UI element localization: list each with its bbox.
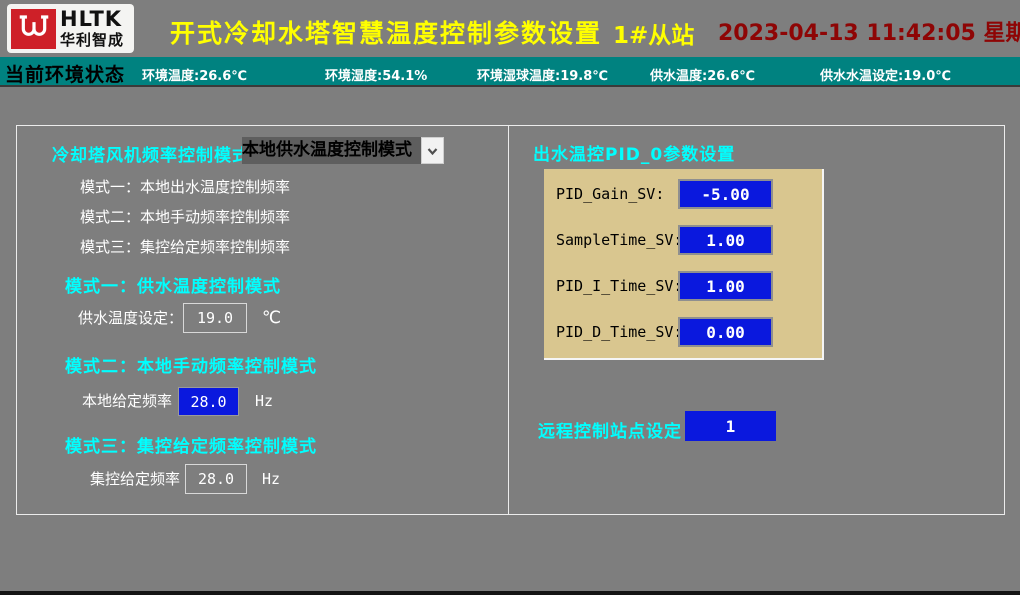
coil-logo-icon	[11, 8, 56, 49]
supply-temp-setpoint-input[interactable]: 19.0	[183, 303, 247, 333]
local-frequency-input[interactable]: 28.0	[178, 387, 239, 416]
pid-row: PID_D_Time_SV: 0.00	[544, 317, 822, 347]
page-title: 开式冷却水塔智慧温度控制参数设置	[170, 19, 603, 48]
pid-row: SampleTime_SV: 1.00	[544, 225, 822, 255]
pid-row: PID_I_Time_SV: 1.00	[544, 271, 822, 301]
settings-panel	[16, 125, 1005, 515]
pid-d-time-label: PID_D_Time_SV:	[556, 323, 683, 341]
remote-station-label: 远程控制站点设定	[538, 422, 682, 442]
mode2-section-title: 模式二：本地手动频率控制模式	[65, 357, 317, 377]
fan-mode-select-value[interactable]: 本地供水温度控制模式	[242, 137, 421, 164]
status-wet-bulb-temp: 环境湿球温度:19.8℃	[477, 69, 609, 84]
status-ambient-temp: 环境温度:26.6℃	[142, 69, 248, 84]
fan-mode-select-label: 冷却塔风机频率控制模式	[52, 146, 250, 166]
brand-logo: HLTK 华利智成	[7, 4, 134, 53]
status-bar: 当前环境状态 环境温度:26.6℃ 环境湿度:54.1% 环境湿球温度:19.8…	[0, 57, 1020, 87]
header-bar: HLTK 华利智成 开式冷却水塔智慧温度控制参数设置 1#从站 2023-04-…	[0, 0, 1020, 57]
fan-mode-select[interactable]: 本地供水温度控制模式	[242, 137, 444, 164]
station-label: 1#从站	[613, 23, 695, 49]
supply-temp-unit: ℃	[262, 308, 282, 328]
mode-description-1: 模式一：本地出水温度控制频率	[80, 178, 291, 196]
brand-text: HLTK 华利智成	[60, 9, 124, 48]
pid-d-time-input[interactable]: 0.00	[678, 317, 773, 347]
status-supply-water-setpoint: 供水水温设定:19.0℃	[820, 69, 952, 84]
local-frequency-unit: Hz	[255, 392, 274, 410]
mode-description-2: 模式二：本地手动频率控制频率	[80, 208, 291, 226]
datetime-display: 2023-04-13 11:42:05 星期四	[718, 21, 1020, 46]
pid-gain-label: PID_Gain_SV:	[556, 185, 665, 203]
pid-i-time-input[interactable]: 1.00	[678, 271, 773, 301]
sample-time-label: SampleTime_SV:	[556, 231, 683, 249]
pid-row: PID_Gain_SV: -5.00	[544, 179, 822, 209]
central-frequency-unit: Hz	[262, 470, 281, 488]
remote-station-input[interactable]: 1	[685, 411, 776, 441]
brand-name-en: HLTK	[60, 7, 123, 31]
brand-name-cn: 华利智成	[60, 31, 125, 49]
chevron-down-icon	[426, 141, 439, 160]
mode3-section-title: 模式三：集控给定频率控制模式	[65, 437, 317, 457]
local-frequency-label: 本地给定频率	[82, 392, 173, 410]
mode-description-3: 模式三：集控给定频率控制频率	[80, 238, 291, 256]
central-frequency-input[interactable]: 28.0	[185, 464, 247, 494]
pid-i-time-label: PID_I_Time_SV:	[556, 277, 683, 295]
pid-gain-input[interactable]: -5.00	[678, 179, 773, 209]
status-supply-water-temp: 供水温度:26.6℃	[650, 69, 756, 84]
central-frequency-label: 集控给定频率	[90, 470, 181, 488]
supply-temp-setpoint-label: 供水温度设定：	[78, 309, 184, 327]
status-ambient-humidity: 环境湿度:54.1%	[325, 69, 428, 84]
panel-divider	[508, 125, 509, 515]
mode1-section-title: 模式一：供水温度控制模式	[65, 277, 281, 297]
fan-mode-select-button[interactable]	[421, 137, 444, 164]
pid-parameters-box: PID_Gain_SV: -5.00 SampleTime_SV: 1.00 P…	[544, 169, 824, 360]
bottom-strip	[0, 591, 1020, 595]
status-bar-title: 当前环境状态	[5, 64, 126, 86]
pid-settings-title: 出水温控PID_0参数设置	[533, 145, 736, 165]
sample-time-input[interactable]: 1.00	[678, 225, 773, 255]
